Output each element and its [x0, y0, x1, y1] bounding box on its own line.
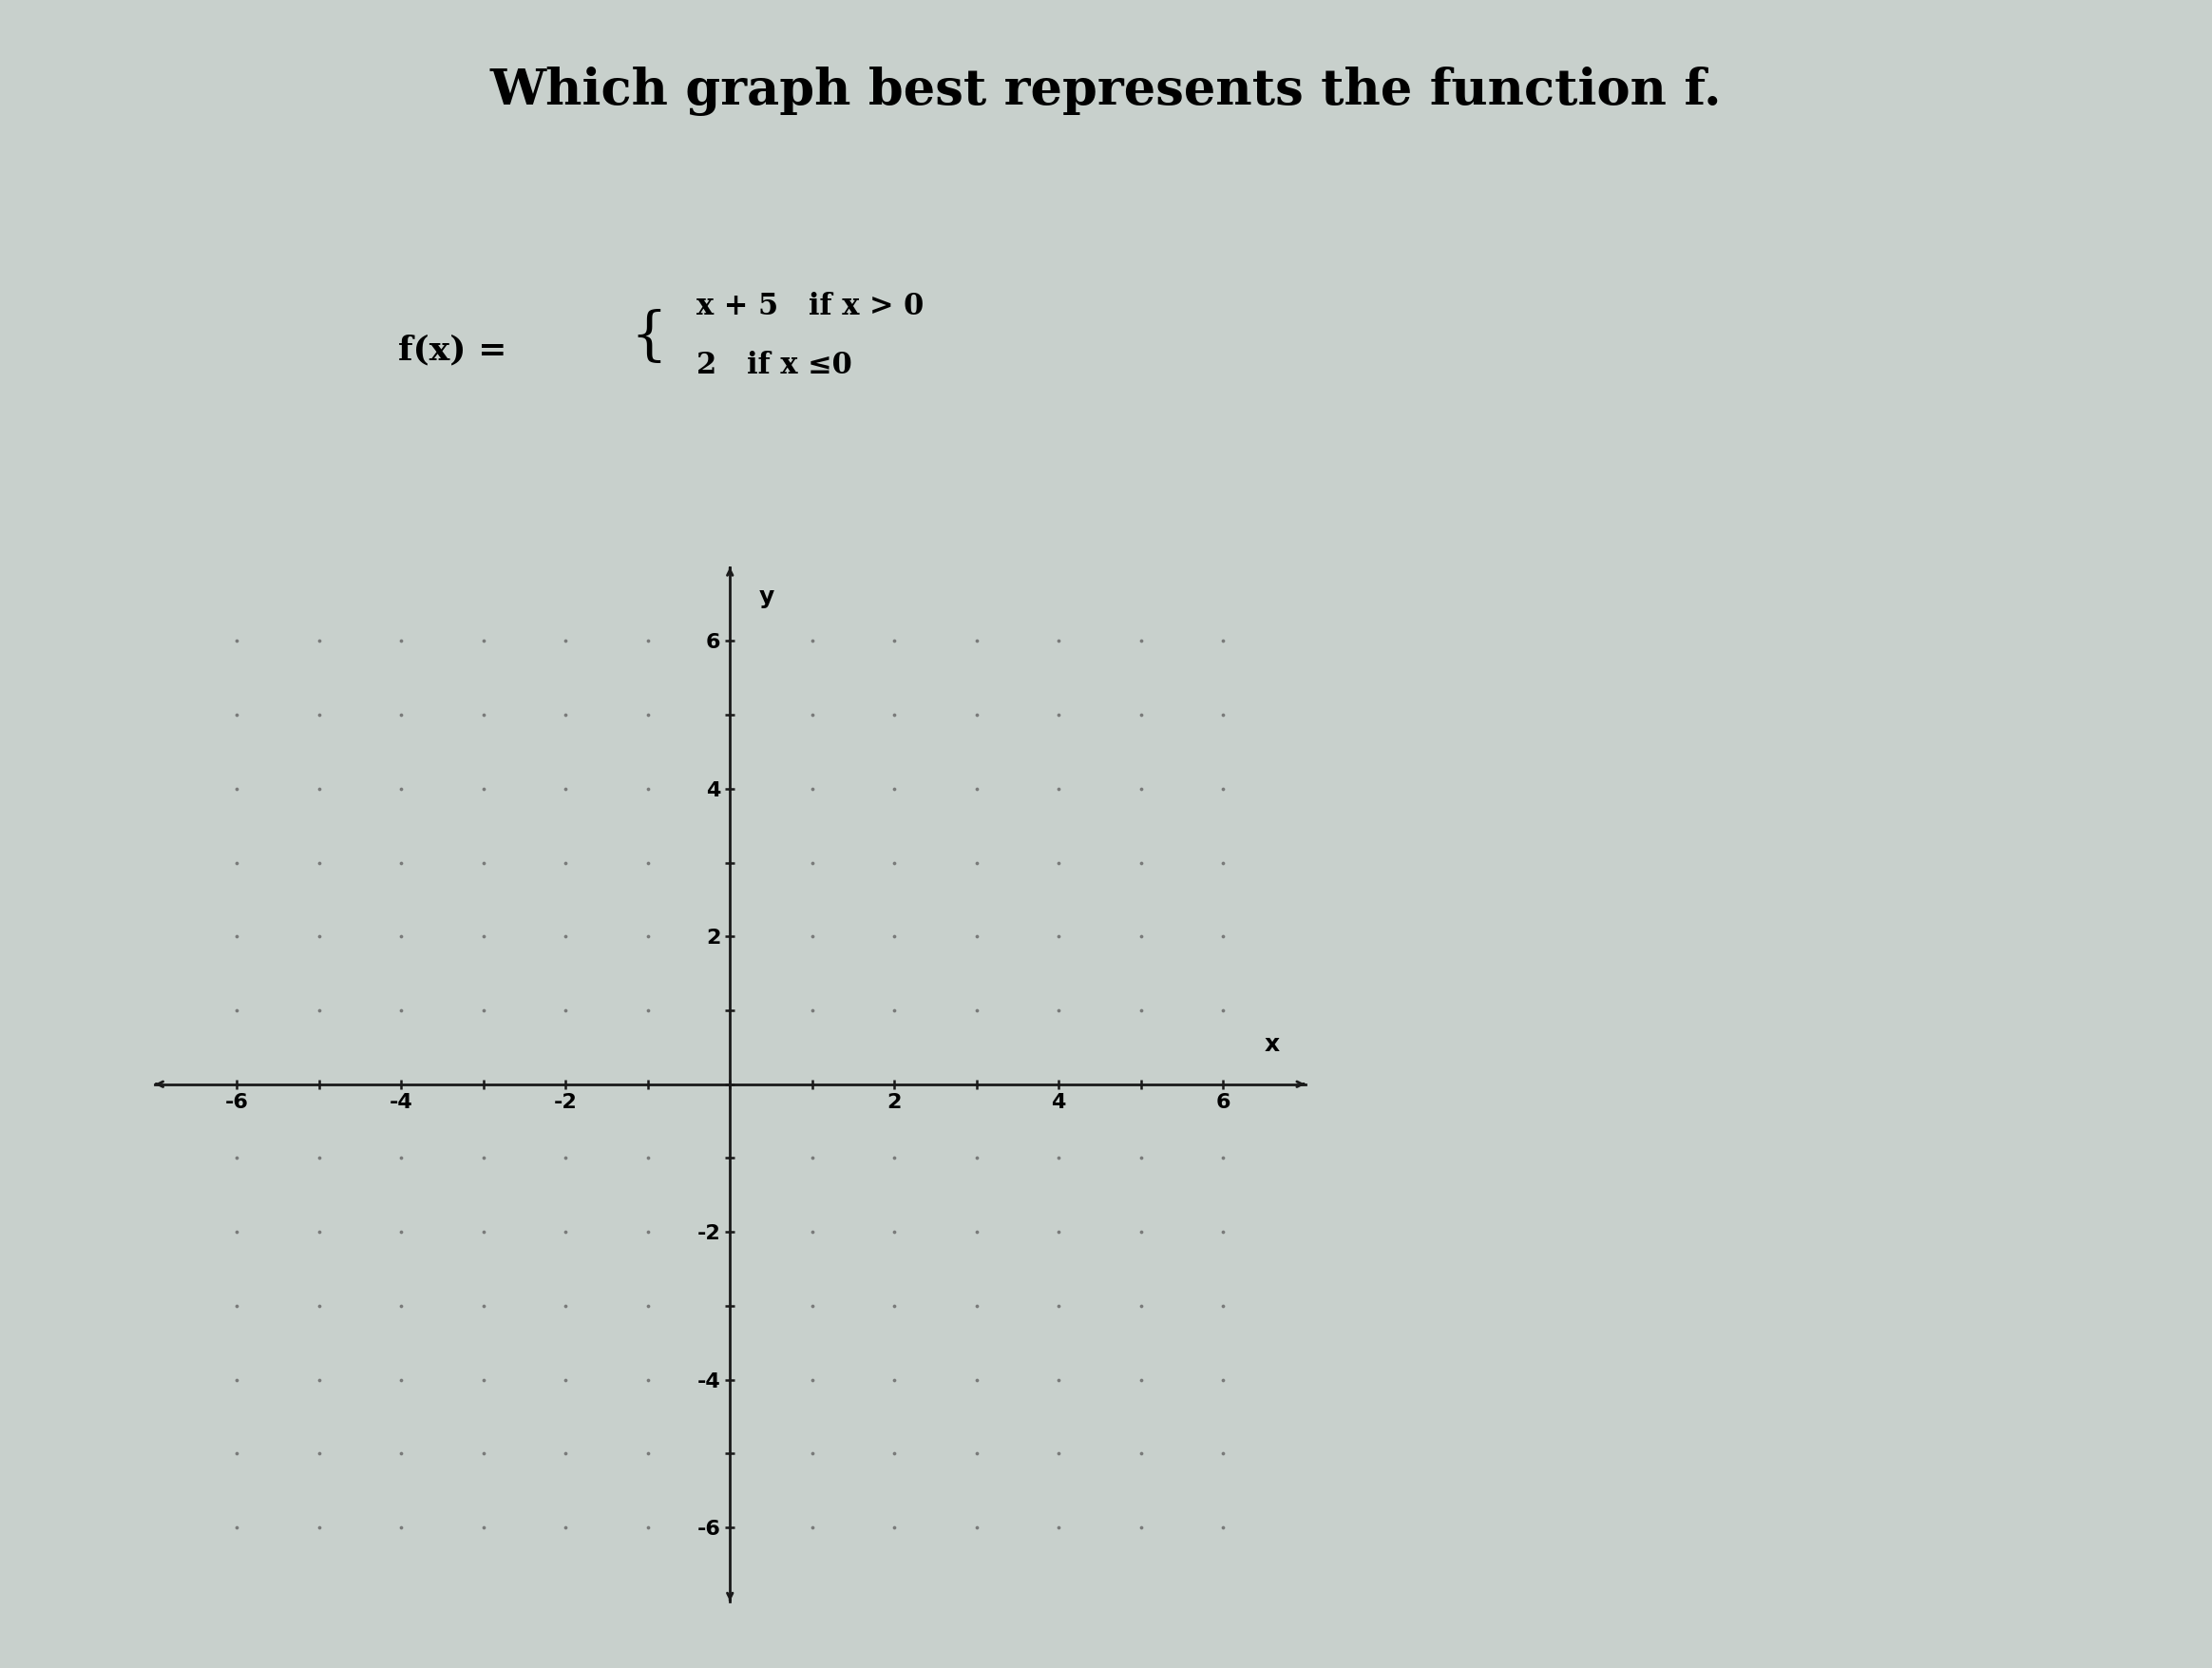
Text: f(x) =: f(x) = — [398, 334, 507, 365]
Text: {: { — [630, 309, 668, 365]
Text: Which graph best represents the function f.: Which graph best represents the function… — [491, 67, 1721, 117]
Text: y: y — [759, 585, 774, 609]
Text: x: x — [1265, 1032, 1281, 1056]
Text: x + 5   if x > 0: x + 5 if x > 0 — [697, 292, 925, 322]
Text: 2   if x ≤0: 2 if x ≤0 — [697, 350, 852, 380]
